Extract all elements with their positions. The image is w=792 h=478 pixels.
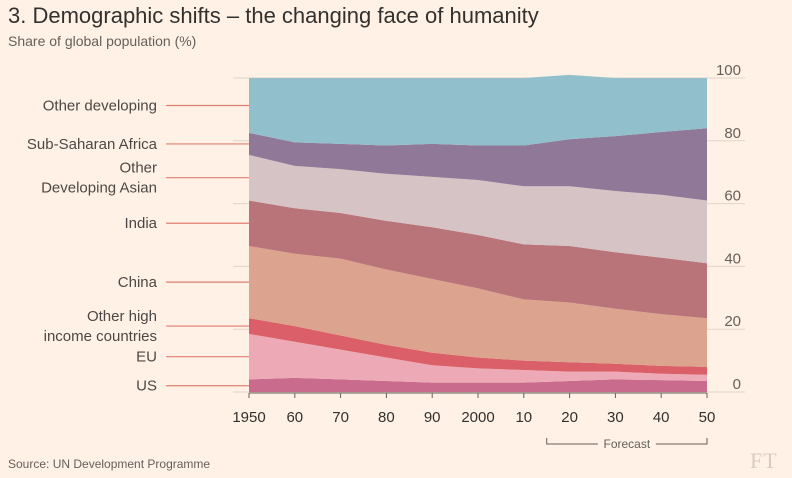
y-tick-label: 60 [724, 188, 741, 205]
forecast-label: Forecast [604, 437, 651, 451]
x-tick-label: 30 [607, 409, 624, 426]
label-other-developing-asian: Other [119, 160, 157, 177]
x-tick-label: 20 [561, 409, 578, 426]
label-other-developing: Other developing [43, 97, 157, 114]
label-india: India [124, 215, 157, 232]
label-sub-saharan-africa: Sub-Saharan Africa [27, 136, 158, 153]
area-china [249, 246, 707, 367]
label-other-high-income-countries: income countries [44, 328, 157, 345]
source-note: Source: UN Development Programme [8, 457, 211, 471]
ft-logo: FT [750, 448, 778, 473]
x-tick-label: 10 [515, 409, 532, 426]
label-us: US [136, 378, 157, 395]
chart-title: 3. Demographic shifts – the changing fac… [8, 3, 539, 28]
area-sub-saharan-africa [249, 128, 707, 201]
x-tick-label: 70 [332, 409, 349, 426]
label-other-high-income-countries: Other high [87, 308, 157, 325]
y-tick-label: 80 [724, 125, 741, 142]
x-tick-label: 1950 [232, 409, 265, 426]
label-eu: EU [136, 349, 157, 366]
x-tick-label: 40 [653, 409, 670, 426]
area-eu [249, 333, 707, 383]
x-tick-label: 50 [699, 409, 716, 426]
forecast-bracket-left [546, 438, 598, 445]
forecast-bracket-right [655, 438, 708, 445]
area-us [249, 377, 707, 392]
y-tick-label: 20 [724, 313, 741, 330]
area-other-high-income-countries [249, 318, 707, 375]
series-labels: US EU Other high income countries China India… [27, 97, 249, 395]
x-tick-label: 2000 [461, 409, 494, 426]
chart-subtitle: Share of global population (%) [8, 33, 197, 49]
x-tick-label: 80 [378, 409, 395, 426]
label-other-developing-asian: Developing Asian [41, 180, 157, 197]
y-tick-label: 0 [733, 376, 741, 393]
label-china: China [118, 274, 158, 291]
x-tick-label: 60 [286, 409, 303, 426]
y-tick-label: 40 [724, 250, 741, 267]
y-tick-label: 100 [716, 62, 741, 79]
area-other-developing [249, 74, 707, 146]
area-series [249, 74, 707, 392]
axes: 0 20 40 60 80 100 1950 60 70 80 90 2000 10 20 30 40 50 Fo… [232, 62, 741, 451]
area-india [249, 200, 707, 319]
area-other-developing-asian [249, 154, 707, 264]
x-tick-label: 90 [424, 409, 441, 426]
